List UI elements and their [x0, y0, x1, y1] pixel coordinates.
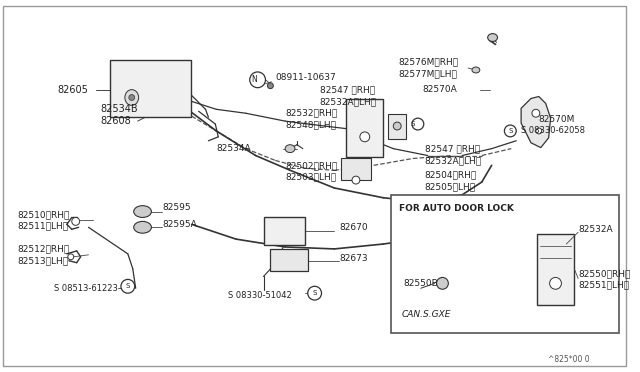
- Text: 82577M〈LH〉: 82577M〈LH〉: [398, 70, 457, 78]
- Ellipse shape: [250, 72, 266, 88]
- Text: 82513〈LH〉: 82513〈LH〉: [18, 256, 69, 265]
- Ellipse shape: [536, 128, 541, 134]
- Text: S 08330-51042: S 08330-51042: [228, 291, 292, 299]
- Bar: [388, 114, 406, 139]
- Text: 82550〈RH〉: 82550〈RH〉: [578, 269, 630, 278]
- Ellipse shape: [360, 132, 370, 142]
- Ellipse shape: [129, 94, 134, 100]
- Text: 82534B: 82534B: [100, 104, 138, 114]
- Polygon shape: [521, 96, 550, 148]
- Bar: [391, 195, 620, 333]
- Ellipse shape: [550, 278, 561, 289]
- Ellipse shape: [68, 254, 74, 260]
- Ellipse shape: [285, 145, 295, 153]
- Ellipse shape: [134, 221, 152, 233]
- Text: 82595A: 82595A: [162, 220, 197, 229]
- Text: 82512〈RH〉: 82512〈RH〉: [18, 244, 70, 253]
- Text: 82550B: 82550B: [403, 279, 438, 288]
- Text: 82534A: 82534A: [216, 144, 251, 153]
- Text: 82551〈LH〉: 82551〈LH〉: [578, 281, 629, 290]
- Text: 82670: 82670: [339, 223, 368, 232]
- Ellipse shape: [504, 125, 516, 137]
- Ellipse shape: [488, 33, 497, 41]
- Bar: [341, 158, 371, 180]
- Bar: [537, 234, 574, 305]
- Text: 82532A〈LH〉: 82532A〈LH〉: [319, 97, 377, 106]
- Text: 82570M: 82570M: [539, 115, 575, 124]
- Text: S: S: [312, 290, 317, 296]
- Text: 82502〈RH〉: 82502〈RH〉: [285, 161, 337, 170]
- Text: 82532A〈LH〉: 82532A〈LH〉: [425, 156, 482, 165]
- Text: 08911-10637: 08911-10637: [275, 73, 336, 82]
- Ellipse shape: [472, 67, 480, 73]
- Text: 82532〈RH〉: 82532〈RH〉: [285, 109, 337, 118]
- Ellipse shape: [394, 122, 401, 130]
- Text: S: S: [411, 121, 415, 127]
- Text: 82503〈LH〉: 82503〈LH〉: [285, 173, 336, 182]
- Ellipse shape: [134, 206, 152, 218]
- Ellipse shape: [412, 118, 424, 130]
- Ellipse shape: [121, 279, 134, 293]
- Text: S: S: [125, 283, 130, 289]
- Ellipse shape: [125, 90, 139, 105]
- Text: 82576M〈RH〉: 82576M〈RH〉: [398, 58, 458, 67]
- Text: 82547 〈RH〉: 82547 〈RH〉: [319, 85, 374, 94]
- Text: 82595: 82595: [162, 203, 191, 212]
- Text: 82547 〈RH〉: 82547 〈RH〉: [425, 144, 480, 153]
- Ellipse shape: [308, 286, 321, 300]
- Bar: [264, 218, 305, 245]
- Text: N: N: [251, 75, 257, 84]
- Text: 82570A: 82570A: [423, 85, 458, 94]
- Text: 82673: 82673: [339, 254, 368, 263]
- Text: 82605: 82605: [57, 85, 88, 94]
- Text: 82511〈LH〉: 82511〈LH〉: [18, 222, 69, 231]
- Text: CAN.S.GXE: CAN.S.GXE: [401, 310, 451, 319]
- Text: FOR AUTO DOOR LOCK: FOR AUTO DOOR LOCK: [399, 204, 514, 213]
- Text: ^825*00 0: ^825*00 0: [548, 355, 590, 363]
- Text: 82532A: 82532A: [578, 225, 612, 234]
- Ellipse shape: [72, 218, 79, 225]
- Text: 82548〈LH〉: 82548〈LH〉: [285, 121, 336, 129]
- Text: 82510〈RH〉: 82510〈RH〉: [18, 210, 70, 219]
- Ellipse shape: [352, 176, 360, 184]
- Bar: [110, 60, 191, 117]
- Text: S 08330-62058: S 08330-62058: [521, 126, 585, 135]
- Text: S 08513-61223: S 08513-61223: [54, 284, 118, 293]
- Bar: [346, 99, 383, 157]
- Ellipse shape: [532, 109, 540, 117]
- Bar: [270, 249, 308, 270]
- Ellipse shape: [268, 83, 273, 89]
- Text: 82505〈LH〉: 82505〈LH〉: [425, 183, 476, 192]
- Text: 82608: 82608: [100, 116, 131, 126]
- Text: S: S: [508, 128, 513, 134]
- Ellipse shape: [436, 278, 449, 289]
- Text: 82504〈RH〉: 82504〈RH〉: [425, 171, 477, 180]
